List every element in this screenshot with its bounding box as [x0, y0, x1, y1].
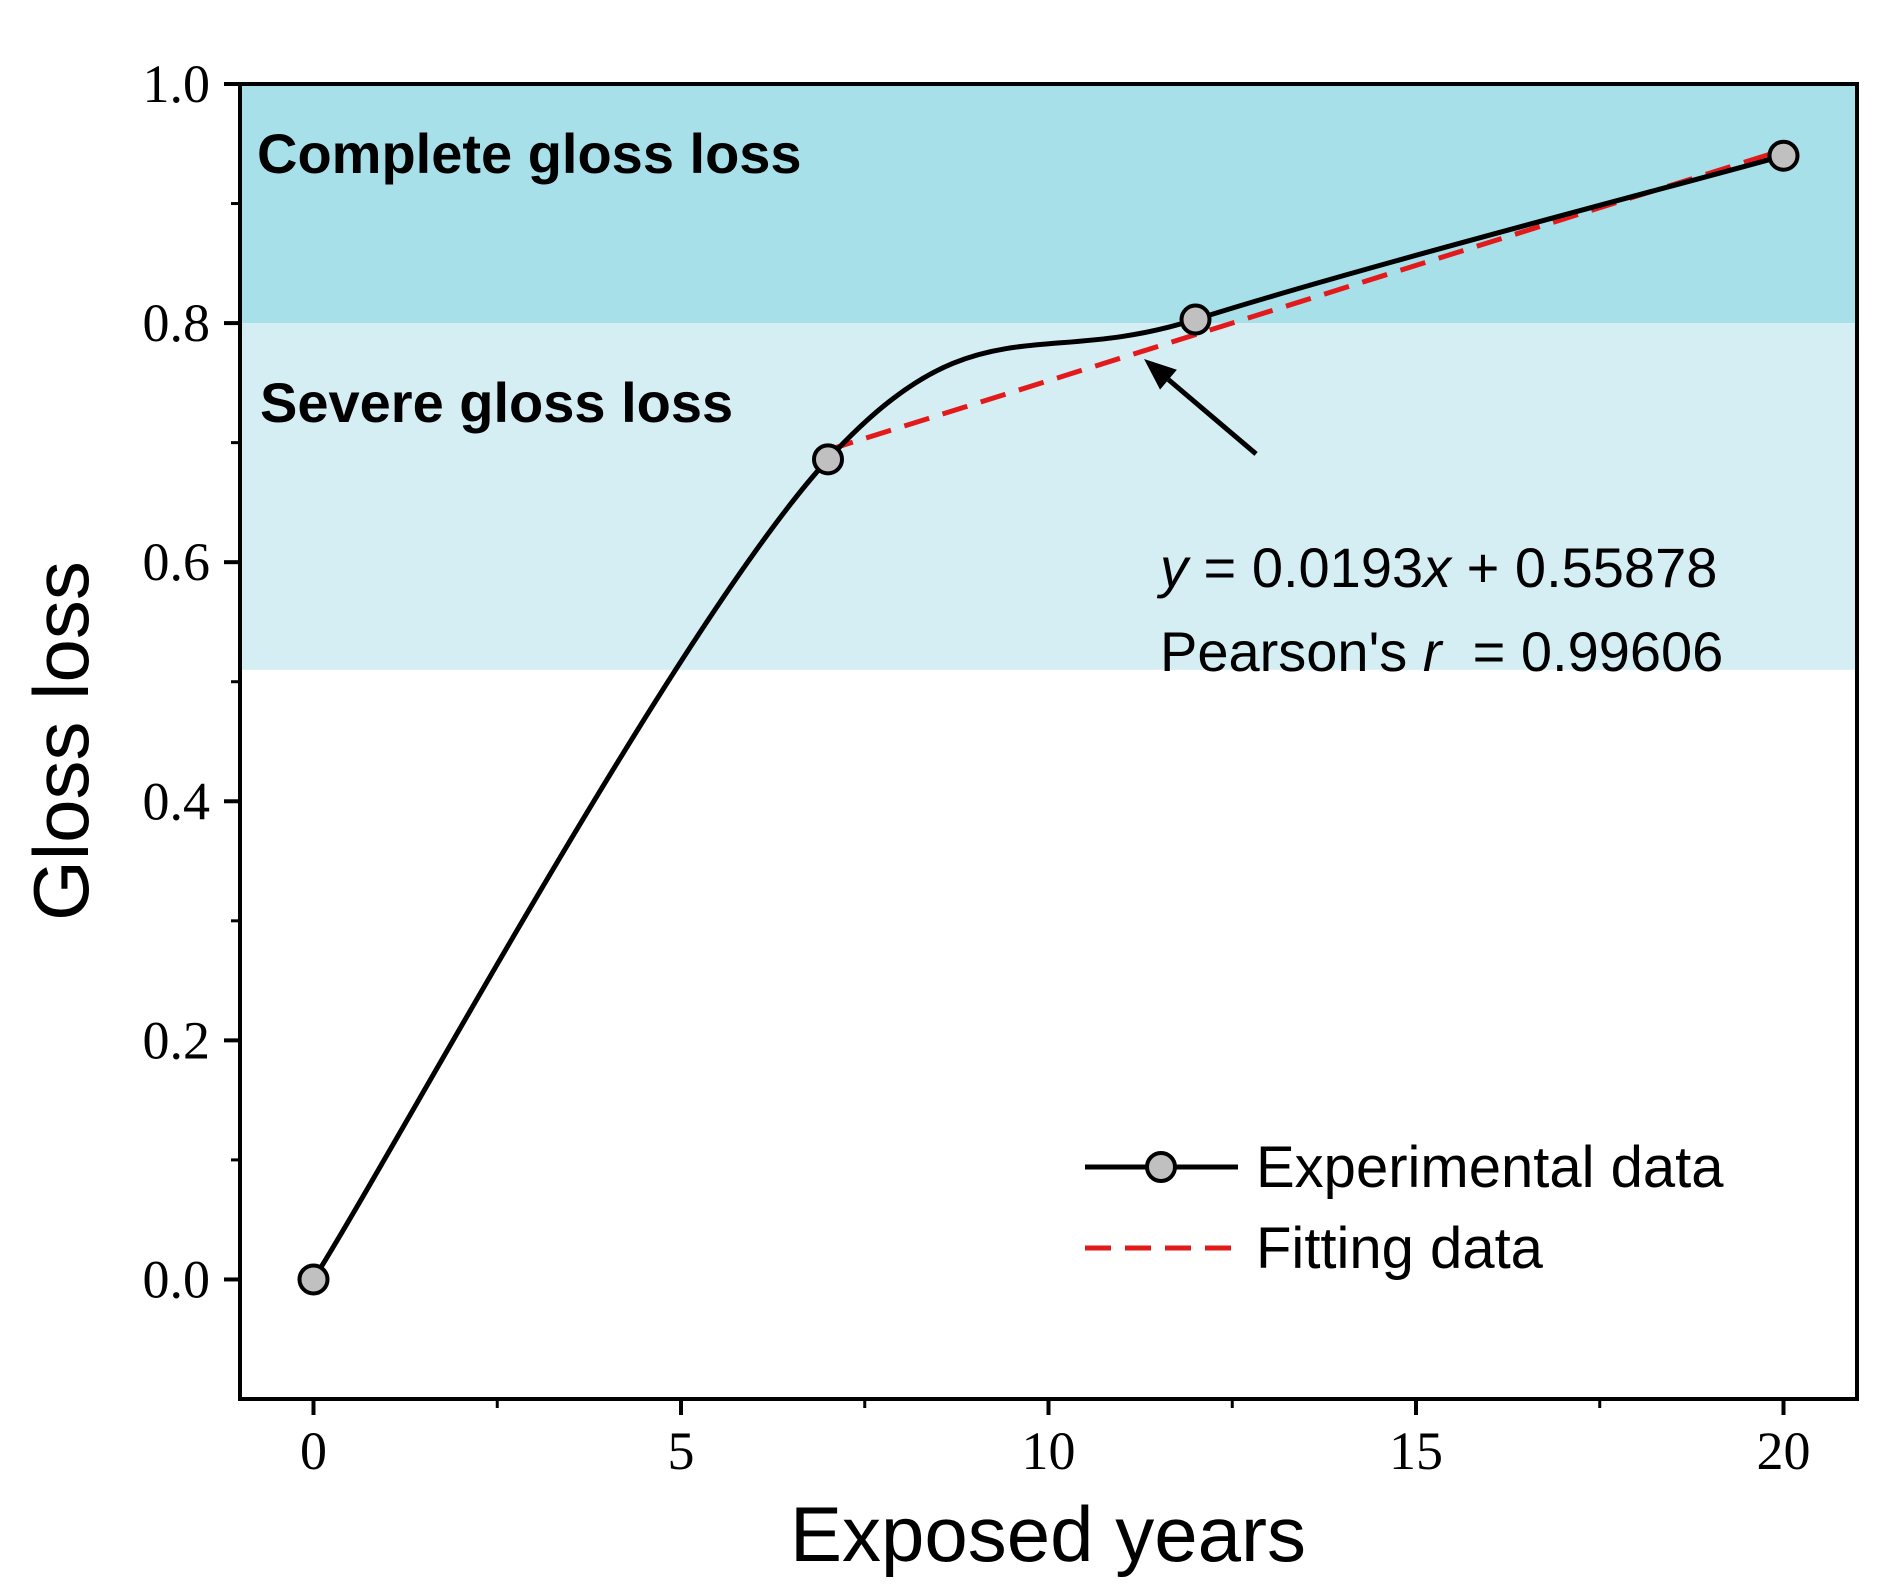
x-tick-label-15: 15	[1389, 1421, 1443, 1481]
x-tick-label-10: 10	[1022, 1421, 1076, 1481]
legend-label-experimental: Experimental data	[1256, 1135, 1724, 1200]
experimental-data-line	[311, 153, 1785, 1281]
band-1	[240, 323, 1857, 670]
pearson-text: Pearson's r = 0.99606	[1160, 620, 1723, 683]
experimental-point-12	[1179, 303, 1212, 336]
experimental-point-0	[297, 1263, 330, 1296]
x-axis-title: Exposed years	[790, 1490, 1306, 1578]
annotation-arrow-shaft	[1166, 377, 1258, 456]
y-axis-title: Gloss loss	[17, 561, 105, 921]
y-tick-label-1: 1.0	[143, 54, 211, 114]
equation-text: y = 0.0193x + 0.55878	[1156, 536, 1717, 599]
experimental-point-20	[1767, 139, 1800, 172]
legend: Experimental data Fitting data	[1085, 1135, 1724, 1281]
y-tick-label-0.4: 0.4	[143, 771, 211, 831]
y-tick-label-0.8: 0.8	[143, 293, 211, 353]
band-label-severe: Severe gloss loss	[260, 371, 733, 434]
y-tick-label-0: 0.0	[143, 1249, 211, 1309]
x-tick-label-5: 5	[668, 1421, 695, 1481]
band-label-complete: Complete gloss loss	[257, 122, 802, 185]
fitting-data-line	[827, 147, 1785, 453]
band-0	[240, 84, 1857, 324]
y-tick-label-0.2: 0.2	[143, 1010, 211, 1070]
y-tick-label-0.6: 0.6	[143, 532, 211, 592]
legend-label-fitting: Fitting data	[1256, 1216, 1544, 1281]
annotation-arrow-head	[1144, 358, 1177, 390]
legend-marker-experimental	[1145, 1151, 1177, 1183]
x-tick-label-20: 20	[1757, 1421, 1811, 1481]
experimental-point-7	[812, 443, 844, 476]
x-tick-label-0: 0	[300, 1421, 327, 1481]
